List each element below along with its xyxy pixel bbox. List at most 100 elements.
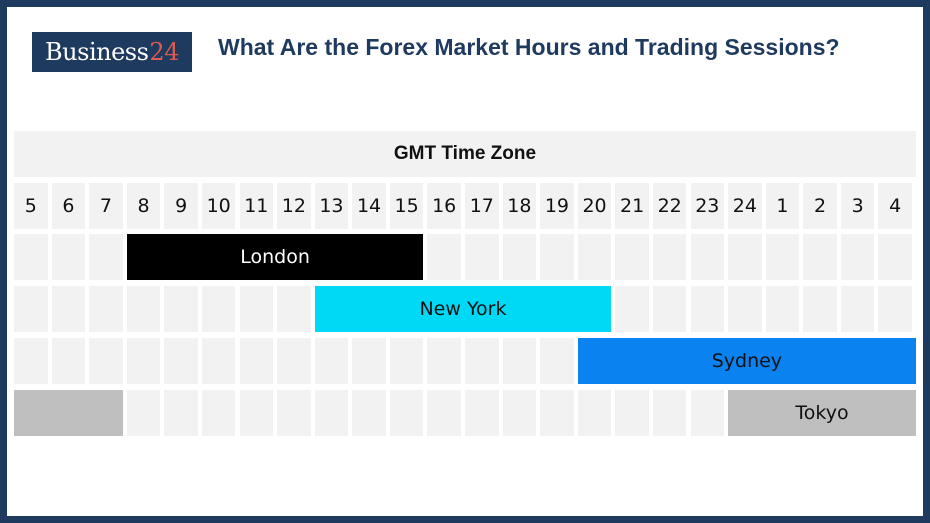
grid-cell bbox=[803, 234, 837, 280]
hour-tick-label: 1 bbox=[776, 195, 789, 217]
hour-tick-label: 6 bbox=[62, 195, 75, 217]
grid-cell bbox=[615, 234, 649, 280]
hour-tick-label: 21 bbox=[620, 195, 645, 217]
hour-tick-label: 10 bbox=[206, 195, 231, 217]
hour-tick-label: 19 bbox=[544, 195, 570, 217]
grid-cell bbox=[652, 286, 687, 332]
grid-cell bbox=[615, 286, 649, 332]
grid-cell bbox=[765, 286, 800, 332]
grid-cell bbox=[502, 338, 537, 384]
grid-cell bbox=[164, 286, 198, 332]
hour-cell bbox=[465, 183, 499, 229]
grid-cell bbox=[277, 286, 311, 332]
hour-tick-label: 2 bbox=[813, 195, 827, 217]
grid-cell bbox=[652, 390, 687, 436]
grid-cell bbox=[89, 234, 123, 280]
hour-cell bbox=[690, 183, 725, 229]
grid-cell bbox=[201, 390, 236, 436]
hour-tick-label: 16 bbox=[432, 195, 457, 217]
grid-cell bbox=[14, 286, 48, 332]
hour-tick-label: 11 bbox=[244, 195, 269, 217]
hour-tick-label: 15 bbox=[394, 195, 419, 217]
hour-cell bbox=[14, 183, 48, 229]
grid-cell bbox=[51, 234, 86, 280]
hour-cell bbox=[803, 183, 837, 229]
grid-cell bbox=[728, 234, 762, 280]
hour-cell bbox=[577, 183, 612, 229]
hour-cell bbox=[765, 183, 800, 229]
grid-cell bbox=[51, 338, 86, 384]
session-label: New York bbox=[419, 298, 507, 320]
hour-cell bbox=[239, 183, 274, 229]
session-label: Sydney bbox=[711, 350, 783, 372]
grid-cell bbox=[465, 390, 499, 436]
session-bar-new-york: New York bbox=[314, 286, 612, 332]
grid-cell bbox=[615, 390, 649, 436]
grid-cell bbox=[540, 234, 574, 280]
grid-cell bbox=[314, 390, 349, 436]
grid-cell bbox=[502, 234, 537, 280]
grid-cell bbox=[89, 338, 123, 384]
hour-tick-label: 13 bbox=[319, 195, 344, 217]
chart-title: GMT Time Zone bbox=[14, 131, 916, 177]
hour-cell bbox=[502, 183, 537, 229]
grid-cell bbox=[728, 286, 762, 332]
hour-cell bbox=[277, 183, 311, 229]
grid-cell bbox=[540, 338, 574, 384]
grid-cell bbox=[690, 286, 725, 332]
hour-tick-label: 23 bbox=[695, 195, 720, 217]
hour-tick-label: 17 bbox=[469, 195, 494, 217]
grid-cell bbox=[465, 234, 499, 280]
hour-tick-label: 12 bbox=[281, 195, 306, 217]
hour-cell bbox=[389, 183, 424, 229]
session-label: London bbox=[240, 246, 310, 268]
hour-tick-label: 8 bbox=[137, 195, 150, 217]
hour-cell bbox=[89, 183, 123, 229]
session-label: Tokyo bbox=[795, 402, 849, 424]
hour-cell bbox=[427, 183, 461, 229]
hour-cell bbox=[615, 183, 649, 229]
grid-cell bbox=[840, 286, 875, 332]
grid-cell bbox=[803, 286, 837, 332]
grid-cell bbox=[201, 286, 236, 332]
logo-text: Business bbox=[45, 38, 149, 66]
hour-cell bbox=[540, 183, 574, 229]
grid-cell bbox=[765, 234, 800, 280]
hour-cell bbox=[652, 183, 687, 229]
grid-cell bbox=[51, 286, 86, 332]
grid-cell bbox=[690, 390, 725, 436]
grid-cell bbox=[465, 338, 499, 384]
session-bar-tokyo bbox=[14, 390, 123, 436]
session-bar-tokyo: Tokyo bbox=[728, 390, 916, 436]
hour-tick-label: 18 bbox=[507, 195, 532, 217]
grid-cell bbox=[502, 390, 537, 436]
grid-cell bbox=[577, 234, 612, 280]
hour-tick-label: 14 bbox=[356, 195, 382, 217]
hour-cell bbox=[840, 183, 875, 229]
grid-cell bbox=[126, 390, 161, 436]
grid-cell bbox=[14, 234, 48, 280]
hour-tick-label: 20 bbox=[582, 195, 607, 217]
hour-cell bbox=[164, 183, 198, 229]
grid-cell bbox=[577, 390, 612, 436]
grid-cell bbox=[277, 338, 311, 384]
page-title: What Are the Forex Market Hours and Trad… bbox=[218, 34, 840, 60]
hour-tick-label: 22 bbox=[657, 195, 682, 217]
hour-cell bbox=[352, 183, 386, 229]
hour-cell bbox=[728, 183, 762, 229]
hour-tick-label: 3 bbox=[851, 195, 864, 217]
grid-cell bbox=[239, 390, 274, 436]
business24-logo: Business 24 bbox=[32, 32, 192, 72]
grid-cell bbox=[427, 390, 461, 436]
grid-cell bbox=[277, 390, 311, 436]
hour-cell bbox=[126, 183, 161, 229]
logo-number: 24 bbox=[149, 38, 179, 66]
grid-cell bbox=[239, 338, 274, 384]
grid-cell bbox=[840, 234, 875, 280]
grid-cell bbox=[314, 338, 349, 384]
hour-cell bbox=[878, 183, 912, 229]
session-bar-london: London bbox=[126, 234, 424, 280]
grid-cell bbox=[690, 234, 725, 280]
grid-cell bbox=[239, 286, 274, 332]
grid-cell bbox=[14, 338, 48, 384]
